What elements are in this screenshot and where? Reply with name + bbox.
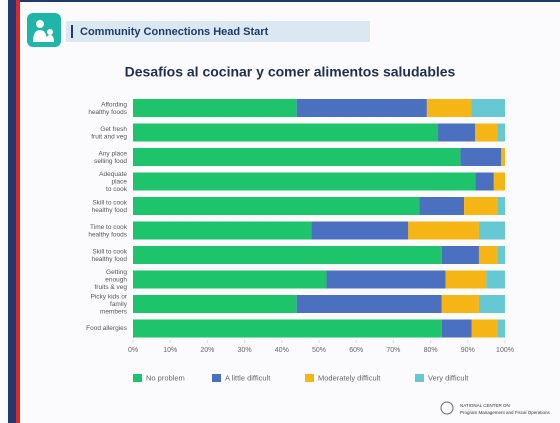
logo-child-body — [46, 35, 54, 42]
legend-label: Moderately difficult — [318, 373, 381, 382]
x-tick-label: 70% — [386, 347, 400, 354]
left-band — [8, 0, 16, 423]
legend-label: No problem — [146, 373, 185, 382]
x-tick-label: 0% — [128, 347, 138, 354]
logo-child-head — [47, 29, 53, 35]
y-tick-label: Getting enough fruits & veg — [94, 269, 127, 291]
y-tick-label: Skill to cook healthy food — [92, 248, 128, 263]
bar-segment — [497, 246, 505, 264]
bar-segment — [460, 148, 502, 166]
y-tick-label: Any place selling food — [94, 150, 127, 165]
x-tick-label: 90% — [461, 347, 475, 354]
header-divider — [71, 25, 73, 38]
bar-segment — [441, 295, 479, 313]
y-tick-label: Time to cook healthy foods — [88, 223, 127, 238]
legend-swatch — [305, 374, 314, 382]
bar-segment — [441, 319, 472, 338]
legend-swatch — [212, 374, 221, 382]
logo-head — [36, 20, 44, 28]
x-tick-label: 40% — [275, 347, 289, 354]
bar-segment — [133, 246, 442, 264]
footer-org: NATIONAL CENTER ON — [460, 403, 510, 408]
bar-segment — [326, 270, 446, 289]
header-title: Community Connections Head Start — [80, 26, 269, 38]
chart-title: Desafíos al cocinar y comer alimentos sa… — [125, 64, 456, 80]
x-tick-label: 10% — [163, 347, 177, 354]
y-tick-label: Food allergies — [86, 325, 128, 332]
x-tick-label: 60% — [349, 347, 363, 354]
bar-segment — [296, 295, 442, 313]
y-tick-label: Skill to cook healthy food — [92, 199, 128, 214]
bar-segment — [497, 123, 505, 142]
bar-segment — [133, 221, 312, 240]
bar-segment — [133, 99, 297, 117]
bar-segment — [475, 123, 498, 142]
legend-label: A little difficult — [225, 373, 271, 382]
bar-segment — [478, 295, 505, 313]
x-tick-label: 100% — [496, 347, 514, 354]
bar-segment — [133, 270, 327, 289]
x-tick-label: 50% — [312, 347, 326, 354]
bar-segment — [464, 197, 498, 215]
bar-segment — [438, 123, 476, 142]
legend-swatch — [133, 374, 142, 382]
bar-segment — [478, 221, 505, 240]
bar-segment — [133, 172, 476, 191]
y-tick-label: Adequate place to cook — [99, 171, 128, 193]
bar-segment — [133, 148, 461, 166]
bar-segment — [419, 197, 465, 215]
x-tick-label: 80% — [424, 347, 438, 354]
bar-segment — [497, 197, 505, 215]
bar-segment — [133, 319, 442, 338]
bar-segment — [445, 270, 487, 289]
x-tick-label: 20% — [200, 347, 214, 354]
bar-segment — [296, 99, 427, 117]
bar-segment — [133, 295, 297, 313]
bar-segment — [133, 123, 439, 142]
logo — [27, 13, 61, 47]
top-border — [20, 0, 560, 2]
bar-segment — [493, 172, 505, 191]
y-tick-label: Get fresh fruit and veg — [91, 125, 127, 140]
bar-segment — [497, 319, 505, 338]
bar-segment — [471, 99, 505, 117]
bar-segment — [426, 99, 472, 117]
legend-swatch — [415, 374, 424, 382]
footer-org-sub: Program Management and Fiscal Operations — [460, 410, 551, 415]
bar-segment — [133, 197, 420, 215]
legend-label: Very difficult — [428, 373, 469, 382]
bar-segment — [441, 246, 479, 264]
bar-segment — [471, 319, 498, 338]
y-tick-label: Picky kids or family members — [91, 293, 128, 315]
bar-segment — [486, 270, 505, 289]
y-tick-label: Affording healthy foods — [88, 101, 127, 116]
bar-segment — [475, 172, 494, 191]
bar-segment — [311, 221, 409, 240]
bar-segment — [501, 148, 505, 166]
header-box — [66, 21, 370, 42]
bar-segment — [408, 221, 479, 240]
footer-logo — [440, 401, 454, 415]
x-tick-label: 30% — [238, 347, 252, 354]
left-stripe — [16, 0, 20, 423]
logo-body — [33, 30, 47, 42]
bar-segment — [478, 246, 498, 264]
